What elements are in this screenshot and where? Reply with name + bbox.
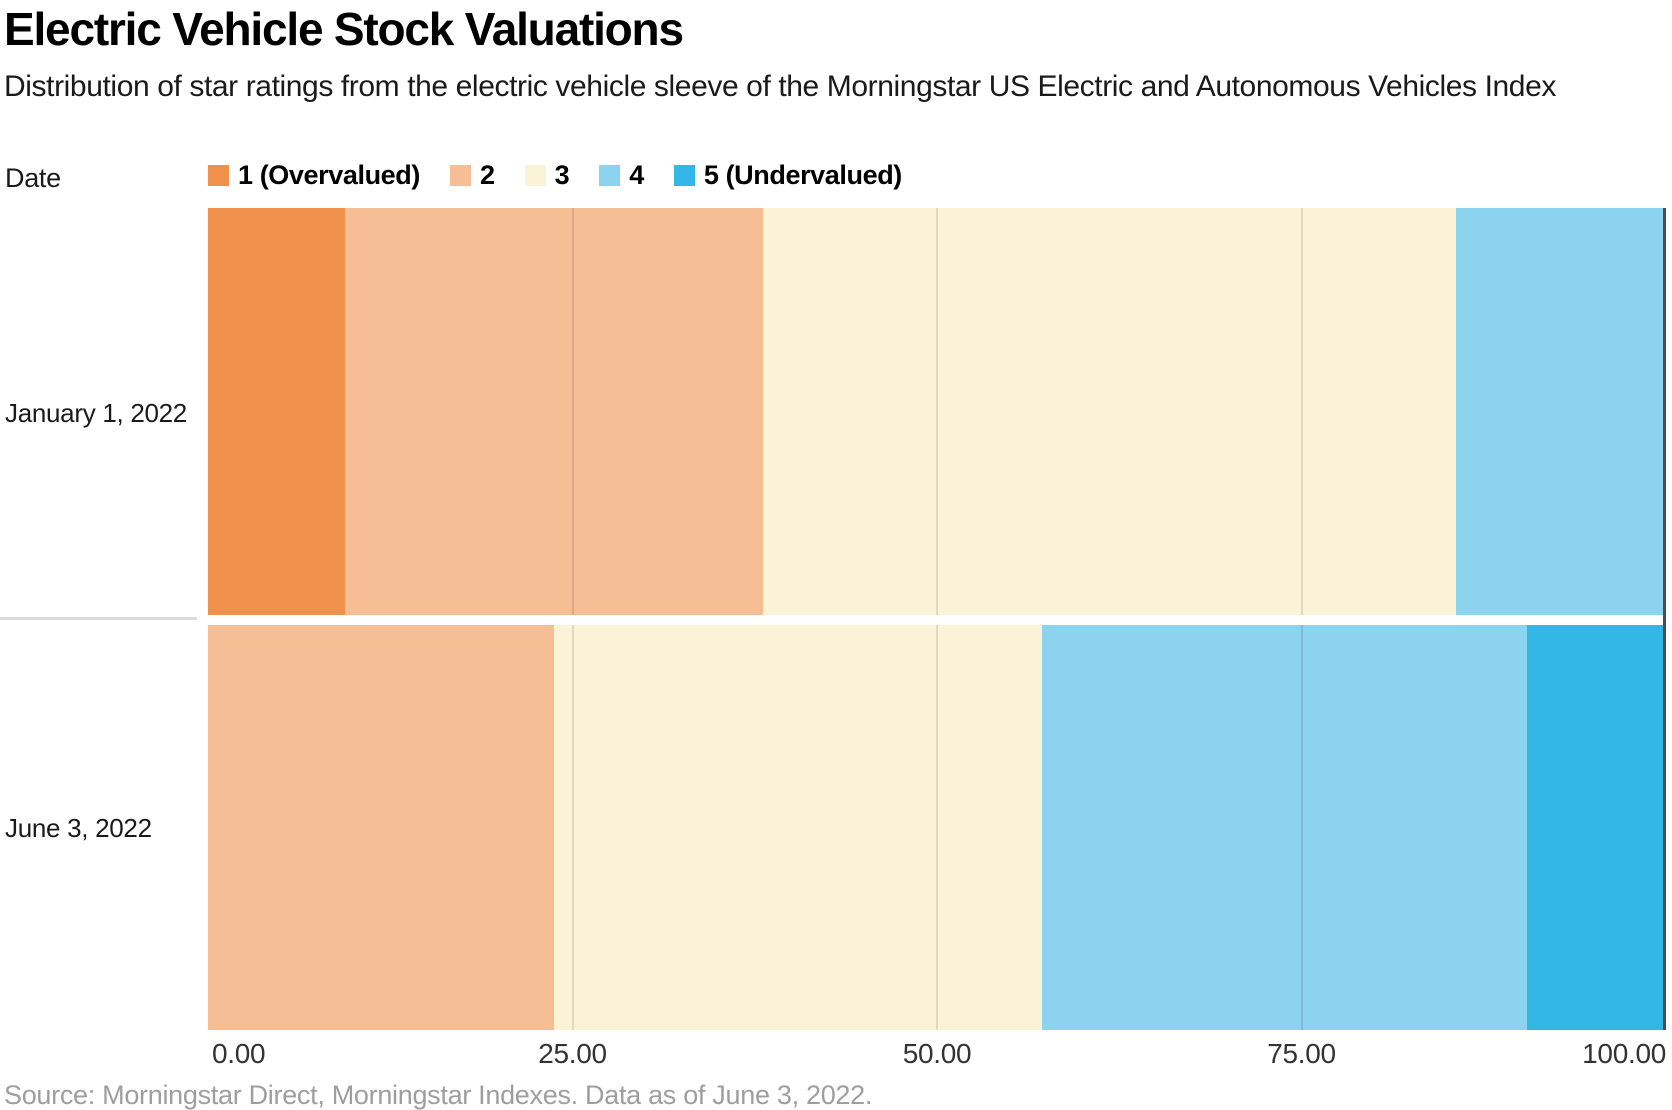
x-tick-label-100: 100.00 [1582, 1038, 1666, 1069]
bar-segment-rating-1 [208, 208, 346, 615]
legend-item-rating-2: 2 [449, 160, 495, 191]
bar-segment-rating-2 [345, 208, 764, 615]
legend-label-rating-1: 1 (Overvalued) [238, 160, 420, 190]
source-note: Source: Morningstar Direct, Morningstar … [4, 1080, 873, 1110]
bar-segment-rating-4 [1041, 625, 1528, 1030]
x-tick-label-75: 75.00 [1267, 1038, 1336, 1069]
gridline-50 [936, 208, 938, 615]
legend-item-rating-5: 5 (Undervalued) [673, 160, 902, 191]
row-label: January 1, 2022 [5, 398, 187, 428]
row-label: June 3, 2022 [5, 813, 152, 843]
x-tick-label-50: 50.00 [902, 1038, 972, 1069]
y-axis-title: Date [5, 163, 61, 193]
legend-swatch-rating-5 [673, 165, 695, 186]
legend-label-rating-4: 4 [629, 160, 644, 190]
legend-label-rating-3: 3 [554, 160, 570, 190]
legend-item-rating-3: 3 [524, 160, 570, 191]
bar-row [208, 625, 1666, 1030]
gridline-25 [571, 208, 574, 615]
axis-end-line [1663, 208, 1666, 1030]
bar-segment-rating-3 [763, 208, 1457, 615]
legend-swatch-rating-3 [524, 165, 546, 186]
page-subtitle: Distribution of star ratings from the el… [4, 70, 1556, 103]
legend-label-rating-5: 5 (Undervalued) [703, 160, 902, 190]
gridline-75 [1300, 208, 1303, 615]
legend-swatch-rating-2 [449, 165, 471, 186]
page-title: Electric Vehicle Stock Valuations [4, 3, 684, 55]
gridline-75 [1300, 625, 1303, 1030]
row-separator [0, 617, 197, 620]
legend-item-rating-4: 4 [599, 160, 644, 191]
bar-row [208, 208, 1666, 615]
gridline-25 [571, 625, 574, 1030]
bar-segment-rating-2 [208, 625, 554, 1030]
legend: 1 (Overvalued) 2 3 4 5 (Undervalued) [208, 160, 902, 191]
gridline-50 [936, 625, 938, 1030]
legend-item-rating-1: 1 (Overvalued) [208, 160, 420, 191]
bar-segment-rating-3 [553, 625, 1042, 1030]
bar-segment-rating-5 [1527, 625, 1666, 1030]
x-tick-label-0: 0.00 [212, 1038, 266, 1069]
legend-swatch-rating-4 [599, 165, 621, 186]
bar-segment-rating-4 [1456, 208, 1666, 615]
legend-swatch-rating-1 [208, 165, 229, 186]
legend-label-rating-2: 2 [479, 160, 495, 190]
x-tick-label-25: 25.00 [538, 1038, 607, 1069]
